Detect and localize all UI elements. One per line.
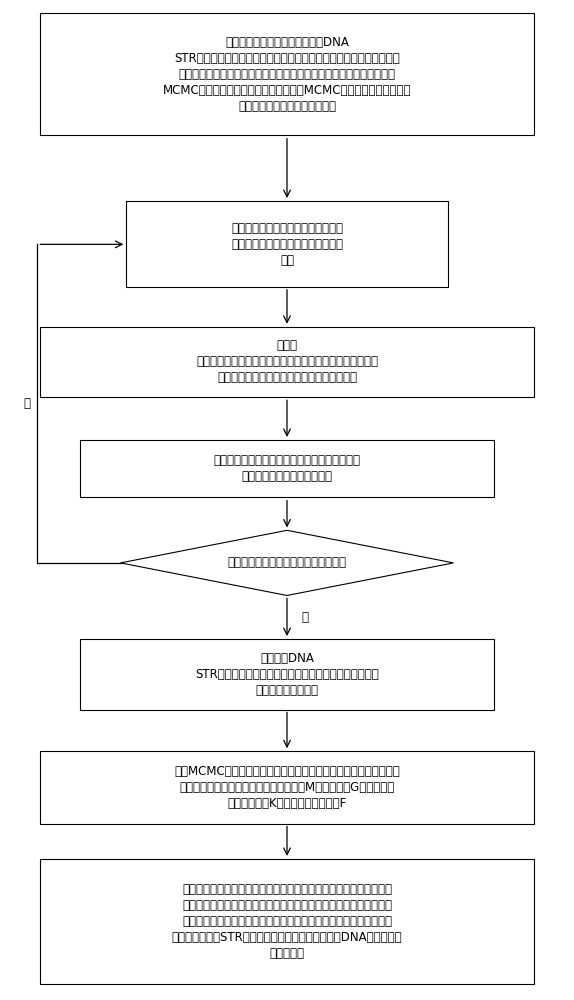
Polygon shape <box>121 530 453 595</box>
Text: 指定一个基因座，在一个重复样本中
的指定基因座处生成一个候选基因型
集合: 指定一个基因座，在一个重复样本中 的指定基因座处生成一个候选基因型 集合 <box>231 222 343 267</box>
Text: 对所有重复样本的候选基因型集合取并集，得到
指定基因座的候选基因型集合: 对所有重复样本的候选基因型集合取并集，得到 指定基因座的候选基因型集合 <box>214 454 360 483</box>
Bar <box>40 327 534 397</box>
Bar <box>80 440 494 497</box>
Text: 读取毛细管电泳产生的一代混合DNA
STR图谱数据，获取相关参数；相关参数包括：影峰阈值参数；试剂盒
相关的分析参数，具体包括基因座名称、基因座长度和基因座影峰: 读取毛细管电泳产生的一代混合DNA STR图谱数据，获取相关参数；相关参数包括：… <box>163 36 411 113</box>
Bar <box>80 639 494 710</box>
Text: 在每个
重复样本中，重复上述生成一个候选基因型集合过程，得到
所有重复样本在指定基因座的候选基因型集合: 在每个 重复样本中，重复上述生成一个候选基因型集合过程，得到 所有重复样本在指定… <box>196 339 378 384</box>
Bar <box>40 751 534 824</box>
Text: 是否遍历了图谱数据中的所有基因座？: 是否遍历了图谱数据中的所有基因座？ <box>227 556 347 569</box>
Text: 利用采样得到的候选基因型集合和样本参数的后验分布采样点，进行
统计分析，得到包括各个贡献者的占比、各个贡献者的降解水平、各
个基因座的特异性扩增效率、各个重复样: 利用采样得到的候选基因型集合和样本参数的后验分布采样点，进行 统计分析，得到包括… <box>172 883 402 960</box>
Bar <box>126 201 448 287</box>
Bar <box>40 13 534 135</box>
Bar <box>40 859 534 984</box>
Text: 否: 否 <box>24 397 30 410</box>
Text: 是: 是 <box>301 611 308 624</box>
Text: 使用MCMC算法和相关参数对所述候选基因型集合和样本参数的联合
后验分布进行采样；预设样本参数模板量M、降解水平G、基因座特
异性扩增效率K和重复样本扩增效率F: 使用MCMC算法和相关参数对所述候选基因型集合和样本参数的联合 后验分布进行采样… <box>174 765 400 810</box>
Text: 利用一代DNA
STR图谱数据和相关参数确定预设样本参数的先验分布的
采样区间和分布函数: 利用一代DNA STR图谱数据和相关参数确定预设样本参数的先验分布的 采样区间和… <box>195 652 379 697</box>
